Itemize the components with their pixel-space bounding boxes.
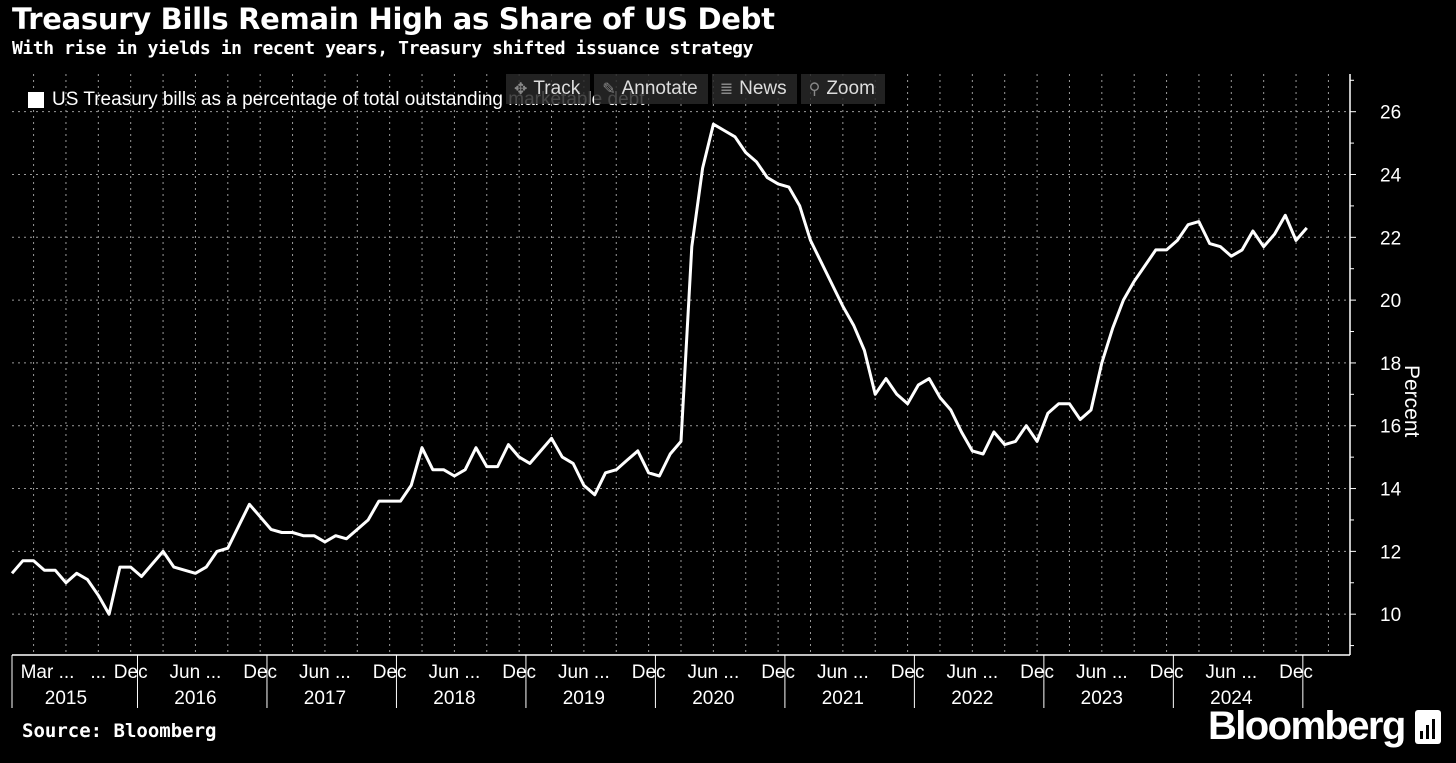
annotate-label: Annotate <box>621 78 698 99</box>
x-tick-label: Dec <box>632 662 666 683</box>
series-layer <box>10 122 1308 616</box>
x-tick-label: Jun ... <box>558 662 610 683</box>
y-tick-label: 26 <box>1380 103 1401 124</box>
x-year-label: 2022 <box>951 688 993 709</box>
x-year-label: 2023 <box>1081 688 1123 709</box>
y-tick-label: 16 <box>1380 417 1401 438</box>
x-tick-label: ... <box>90 662 106 683</box>
crosshair-icon: ✥ <box>514 81 528 98</box>
x-axis-labels: Mar ...... Dec Jun ... Dec Jun ... Dec Jun ...… <box>21 662 1313 709</box>
x-tick-label: Jun ... <box>1076 662 1128 683</box>
y-tick-label: 24 <box>1380 165 1402 186</box>
x-tick-label: Dec <box>891 662 925 683</box>
x-tick-label: Dec <box>502 662 536 683</box>
x-year-label: 2017 <box>304 688 346 709</box>
news-label: News <box>739 78 787 99</box>
brand-logo-text: Bloomberg <box>1208 704 1406 748</box>
y-axis-labels: 10 12 14 16 18 20 22 24 26 <box>1380 103 1402 626</box>
axes <box>11 74 1356 708</box>
x-tick-label: Dec <box>1020 662 1054 683</box>
source-note: Source: Bloomberg <box>22 720 217 742</box>
annotate-button[interactable]: ✎ Annotate <box>594 74 708 104</box>
x-tick-label: Jun ... <box>429 662 481 683</box>
x-tick-label: Dec <box>243 662 277 683</box>
x-tick-label: Dec <box>373 662 407 683</box>
news-icon: ≣ <box>719 81 734 98</box>
x-year-label: 2020 <box>692 688 734 709</box>
news-button[interactable]: ≣ News <box>711 74 797 104</box>
x-tick-label: Dec <box>1150 662 1184 683</box>
y-tick-label: 22 <box>1380 228 1401 249</box>
magnifier-icon: ⚲ <box>808 81 821 98</box>
x-year-label: 2019 <box>563 688 605 709</box>
x-tick-label: Mar ... <box>21 662 75 683</box>
x-year-label: 2018 <box>433 688 475 709</box>
x-year-label: 2015 <box>45 688 87 709</box>
y-tick-label: 18 <box>1380 354 1401 375</box>
chart-subtitle: With rise in yields in recent years, Tre… <box>12 38 754 59</box>
brand: Bloomberg <box>1208 704 1441 749</box>
y-tick-label: 12 <box>1380 542 1401 563</box>
zoom-button[interactable]: ⚲ Zoom <box>800 74 885 104</box>
chart-toolbar: ✥ Track ✎ Annotate ≣ News ⚲ Zoom <box>506 74 885 104</box>
legend-label: US Treasury bills as a percentage of tot… <box>52 89 645 110</box>
y-tick-label: 10 <box>1380 605 1401 626</box>
chart-title: Treasury Bills Remain High as Share of U… <box>12 2 775 36</box>
x-year-label: 2024 <box>1210 688 1253 709</box>
y-axis-title: Percent <box>1400 365 1423 438</box>
x-tick-label: Jun ... <box>170 662 222 683</box>
x-tick-label: Jun ... <box>687 662 739 683</box>
x-tick-label: Dec <box>1279 662 1313 683</box>
pencil-icon: ✎ <box>602 81 616 98</box>
x-tick-label: Jun ... <box>299 662 351 683</box>
legend: US Treasury bills as a percentage of tot… <box>28 89 645 111</box>
legend-swatch <box>28 92 44 108</box>
y-tick-label: 20 <box>1380 291 1401 312</box>
x-tick-label: Dec <box>761 662 795 683</box>
bloomberg-chart-icon <box>1414 709 1441 744</box>
gridlines <box>12 74 1350 655</box>
x-year-label: 2021 <box>822 688 864 709</box>
track-button[interactable]: ✥ Track <box>506 74 591 104</box>
x-tick-label: Dec <box>114 662 148 683</box>
zoom-label: Zoom <box>826 78 875 99</box>
x-tick-label: Jun ... <box>946 662 998 683</box>
x-tick-label: Jun ... <box>1205 662 1257 683</box>
track-label: Track <box>533 78 581 99</box>
y-tick-label: 14 <box>1380 480 1402 501</box>
x-year-label: 2016 <box>174 688 216 709</box>
series-line <box>10 122 1308 616</box>
x-tick-label: Jun ... <box>817 662 869 683</box>
